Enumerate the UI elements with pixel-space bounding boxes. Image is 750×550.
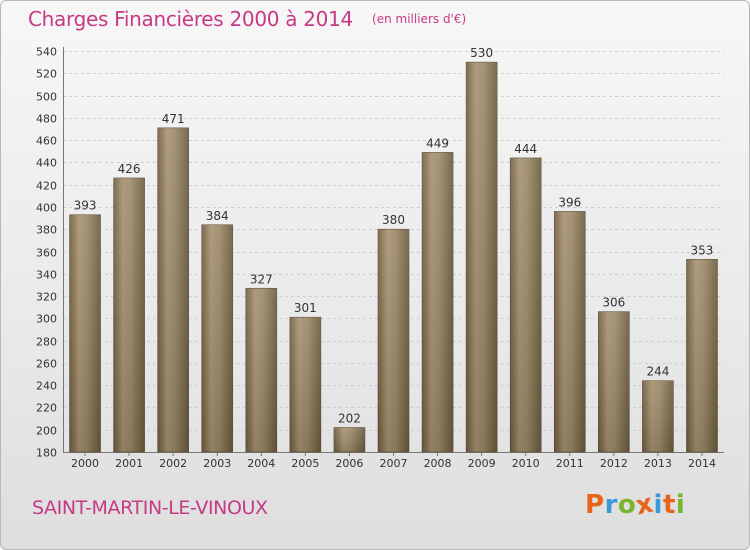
bar-value-label: 380 — [382, 213, 405, 227]
bar-shade — [378, 229, 409, 452]
y-tick-label: 400 — [36, 202, 57, 215]
x-tick-label: 2004 — [247, 457, 275, 470]
bar-shade — [510, 157, 542, 452]
bar-value-label: 301 — [294, 301, 317, 315]
y-tick-label: 380 — [36, 224, 57, 237]
x-tick-label: 2003 — [203, 457, 231, 470]
bar-shade — [333, 427, 365, 452]
bar-shade — [422, 152, 454, 452]
bar-value-label: 449 — [426, 136, 449, 150]
logo-letter: i — [675, 490, 686, 520]
chart-unit: (en milliers d'€) — [372, 12, 467, 26]
y-tick-label: 460 — [36, 135, 57, 148]
bar-shade — [245, 288, 277, 452]
x-tick-label: 2008 — [424, 457, 452, 470]
bar-shade — [201, 224, 233, 452]
y-tick-label: 360 — [36, 247, 57, 260]
y-tick-label: 200 — [36, 425, 57, 438]
logo-letter: t — [662, 490, 676, 520]
proxiti-logo: Proxiti — [585, 489, 686, 522]
bar-value-label: 530 — [470, 46, 493, 60]
bar-value-label: 327 — [250, 272, 273, 286]
x-tick-label: 2002 — [159, 457, 187, 470]
bar-value-label: 202 — [338, 411, 361, 425]
bars — [69, 61, 718, 453]
y-tick-label: 480 — [36, 113, 57, 126]
chart-title-row: Charges Financières 2000 à 2014 (en mill… — [28, 7, 466, 31]
x-tick-label: 2006 — [335, 457, 363, 470]
bar-shade — [157, 127, 189, 452]
bar-value-label: 244 — [646, 365, 669, 379]
x-tick-label: 2013 — [644, 457, 672, 470]
x-tick-label: 2014 — [688, 457, 716, 470]
logo-letter: r — [604, 490, 618, 520]
bar-value-label: 393 — [74, 199, 97, 213]
y-tick-label: 520 — [36, 68, 57, 81]
bar-value-label: 306 — [602, 296, 625, 310]
y-tick-label: 180 — [36, 447, 57, 460]
logo-letter: i — [653, 490, 663, 520]
y-tick-label: 420 — [36, 180, 57, 193]
x-tick-label: 2005 — [291, 457, 319, 470]
bar-value-label: 444 — [514, 142, 537, 156]
bar-shade — [642, 380, 674, 452]
y-tick-label: 320 — [36, 291, 57, 304]
y-tick-label: 220 — [36, 402, 57, 415]
chart-title: Charges Financières 2000 à 2014 — [28, 7, 353, 31]
y-tick-label: 300 — [36, 313, 57, 326]
bar-shade — [69, 214, 101, 452]
value-labels: 393 426 471 384 327 301 202 380 449 530 444 396 306 2… — [74, 46, 714, 425]
x-tick-label: 2012 — [600, 457, 628, 470]
y-tick-label: 260 — [36, 358, 57, 371]
y-tick-label: 500 — [36, 91, 57, 104]
bar-shade — [554, 211, 586, 452]
y-tick-label: 340 — [36, 269, 57, 282]
logo-letter: o — [617, 490, 637, 520]
x-tick-label: 2010 — [512, 457, 540, 470]
bar-shade — [113, 177, 145, 452]
bar-shade — [598, 311, 630, 452]
bar-shade — [289, 317, 321, 452]
logo-letter: P — [585, 490, 605, 520]
x-tick-label: 2000 — [71, 457, 99, 470]
place-name: SAINT-MARTIN-LE-VINOUX — [32, 497, 268, 519]
x-tick-label: 2001 — [115, 457, 143, 470]
bar-shade — [686, 259, 718, 452]
x-tick-label: 2009 — [468, 457, 496, 470]
bar-value-label: 353 — [691, 243, 714, 257]
x-tick-label: 2011 — [556, 457, 584, 470]
bar-value-label: 426 — [118, 162, 141, 176]
y-tick-label: 440 — [36, 157, 57, 170]
bar-shade — [466, 62, 498, 453]
bar-value-label: 384 — [206, 209, 229, 223]
bar-value-label: 471 — [162, 112, 185, 126]
x-tick-label: 2007 — [380, 457, 408, 470]
y-tick-label: 280 — [36, 336, 57, 349]
y-tick-label: 240 — [36, 380, 57, 393]
y-tick-label: 540 — [36, 46, 57, 59]
axes: 180 200 220 240 260 280 300 320 340 360 380 400 420 4… — [36, 46, 724, 470]
bar-value-label: 396 — [558, 195, 581, 209]
